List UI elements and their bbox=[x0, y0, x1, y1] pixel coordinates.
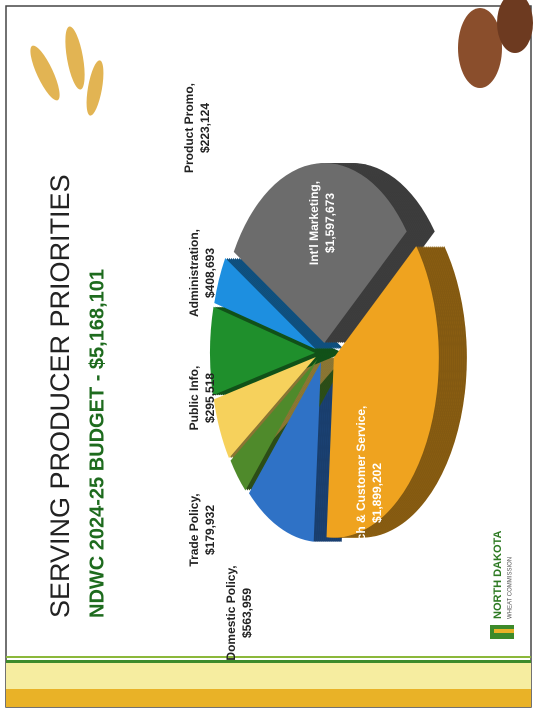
logo-text: WHEAT COMMISSION bbox=[508, 557, 514, 619]
band bbox=[6, 660, 531, 663]
slice-label: Public Info, bbox=[187, 366, 201, 431]
slice bbox=[249, 362, 321, 542]
band bbox=[6, 656, 531, 658]
slice bbox=[233, 163, 407, 344]
slide: SERVING PRODUCER PRIORITIES NDWC 2024-25… bbox=[5, 0, 533, 708]
slice bbox=[210, 306, 316, 396]
slice-label: Research & Customer Service, bbox=[354, 406, 368, 581]
band bbox=[6, 663, 531, 689]
slice-label: Domestic Policy, bbox=[224, 565, 238, 660]
slice bbox=[213, 357, 316, 459]
value-label: $295,518 bbox=[203, 373, 217, 423]
value-label: $1,597,673 bbox=[323, 193, 337, 253]
subtitle: NDWC 2024-25 BUDGET - $5,168,101 bbox=[86, 269, 108, 618]
slice bbox=[214, 258, 316, 350]
grain bbox=[458, 0, 533, 88]
value-label: $223,124 bbox=[198, 103, 212, 153]
slice bbox=[230, 359, 318, 491]
slice bbox=[326, 246, 439, 538]
slice-label: Trade Policy, bbox=[187, 493, 201, 566]
value-label: $1,899,202 bbox=[370, 463, 384, 523]
logo-icon bbox=[494, 629, 514, 633]
wheat bbox=[30, 26, 104, 116]
slice-label: Administration, bbox=[187, 229, 201, 317]
value-label: $563,959 bbox=[240, 588, 254, 638]
band bbox=[6, 689, 531, 707]
value-label: $408,693 bbox=[203, 248, 217, 298]
slice-label: Product Promo, bbox=[182, 83, 196, 173]
value-label: $179,932 bbox=[203, 505, 217, 555]
slice-label: Int'l Marketing, bbox=[307, 181, 321, 265]
logo-text: NORTH DAKOTA bbox=[492, 531, 504, 619]
title: SERVING PRODUCER PRIORITIES bbox=[45, 174, 75, 618]
